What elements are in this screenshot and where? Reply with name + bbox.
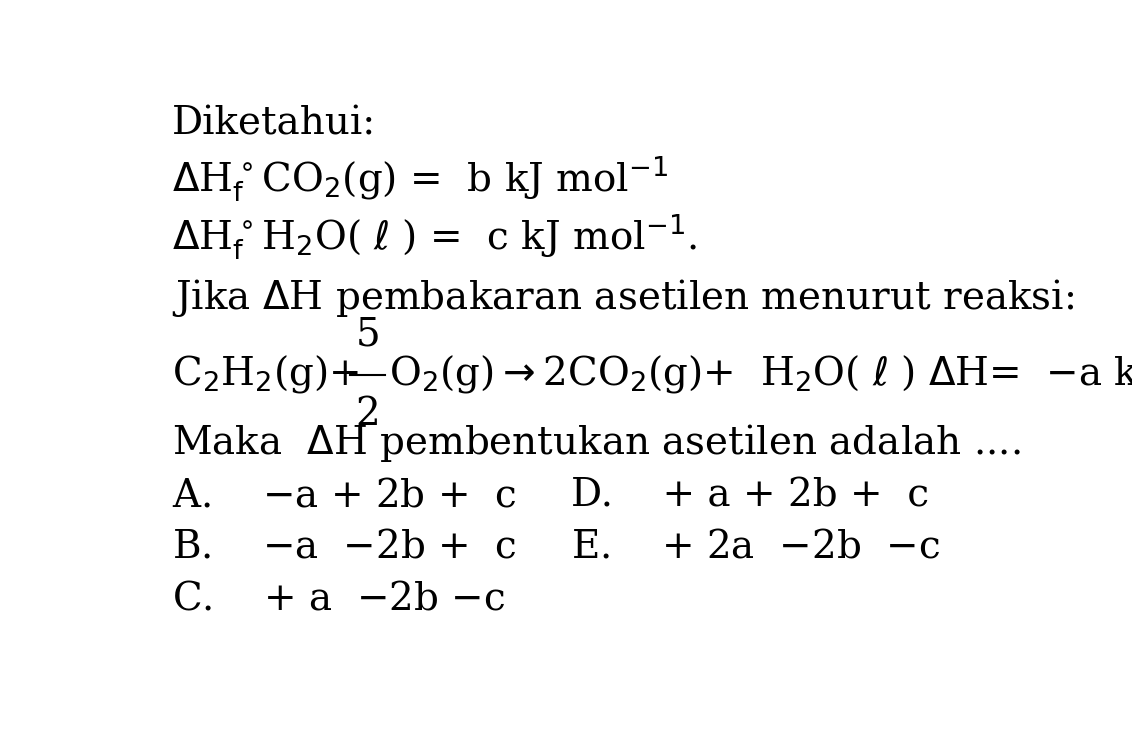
Text: B.    $-$a  $-$2b +  c: B. $-$a $-$2b + c bbox=[172, 529, 517, 566]
Text: Diketahui:: Diketahui: bbox=[172, 105, 377, 142]
Text: $\Delta$H$^\circ_{\rm f}$H$_2$O( $\ell$ ) =  c kJ mol$^{-1}$.: $\Delta$H$^\circ_{\rm f}$H$_2$O( $\ell$ … bbox=[172, 213, 697, 262]
Text: E.    + 2a  $-$2b  $-$c: E. + 2a $-$2b $-$c bbox=[572, 529, 941, 566]
Text: O$_2$(g)$\rightarrow$2CO$_2$(g)+  H$_2$O( $\ell$ ) $\Delta$H=  $-$a kJ: O$_2$(g)$\rightarrow$2CO$_2$(g)+ H$_2$O(… bbox=[389, 353, 1132, 395]
Text: D.    + a + 2b +  c: D. + a + 2b + c bbox=[572, 478, 929, 514]
Text: A.    $-$a + 2b +  c: A. $-$a + 2b + c bbox=[172, 478, 516, 514]
Text: 2: 2 bbox=[355, 396, 380, 433]
Text: C.    + a  $-$2b $-$c: C. + a $-$2b $-$c bbox=[172, 580, 506, 617]
Text: $\Delta$H$^\circ_{\rm f}$CO$_2$(g) =  b kJ mol$^{-1}$: $\Delta$H$^\circ_{\rm f}$CO$_2$(g) = b k… bbox=[172, 155, 669, 204]
Text: 5: 5 bbox=[355, 316, 380, 353]
Text: Jika $\Delta$H pembakaran asetilen menurut reaksi:: Jika $\Delta$H pembakaran asetilen menur… bbox=[172, 276, 1074, 319]
Text: C$_2$H$_2$(g)+: C$_2$H$_2$(g)+ bbox=[172, 353, 359, 395]
Text: Maka  $\Delta$H pembentukan asetilen adalah ....: Maka $\Delta$H pembentukan asetilen adal… bbox=[172, 422, 1021, 464]
